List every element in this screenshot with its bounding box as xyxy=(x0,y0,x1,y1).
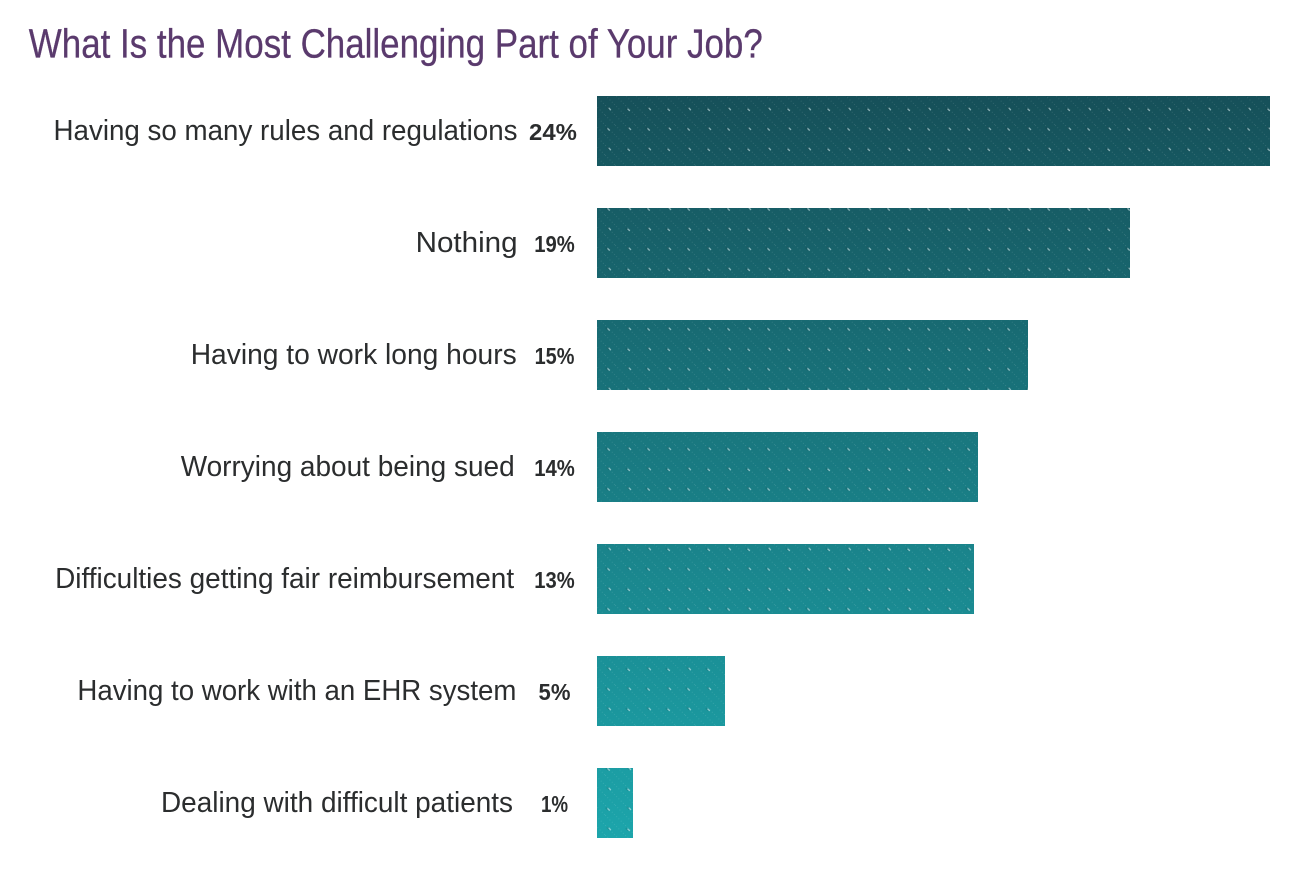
svg-text:13%: 13% xyxy=(534,567,575,593)
svg-text:Having to work with an EHR sys: Having to work with an EHR system xyxy=(77,675,516,707)
svg-text:Having so many rules and regul: Having so many rules and regulations xyxy=(54,115,518,147)
svg-text:What Is the Most Challenging P: What Is the Most Challenging Part of You… xyxy=(29,21,763,67)
svg-text:5%: 5% xyxy=(539,679,571,705)
svg-text:19%: 19% xyxy=(534,231,575,257)
svg-text:Having to work long hours: Having to work long hours xyxy=(191,339,517,371)
svg-text:Difficulties getting fair reim: Difficulties getting fair reimbursement xyxy=(55,563,514,595)
svg-text:24%: 24% xyxy=(529,119,577,145)
svg-text:15%: 15% xyxy=(535,343,575,369)
svg-text:14%: 14% xyxy=(534,455,575,481)
svg-text:Worrying about being sued: Worrying about being sued xyxy=(181,451,515,483)
svg-text:Nothing: Nothing xyxy=(416,227,518,259)
svg-text:Dealing with difficult patient: Dealing with difficult patients xyxy=(161,787,513,819)
svg-text:1%: 1% xyxy=(541,791,568,817)
